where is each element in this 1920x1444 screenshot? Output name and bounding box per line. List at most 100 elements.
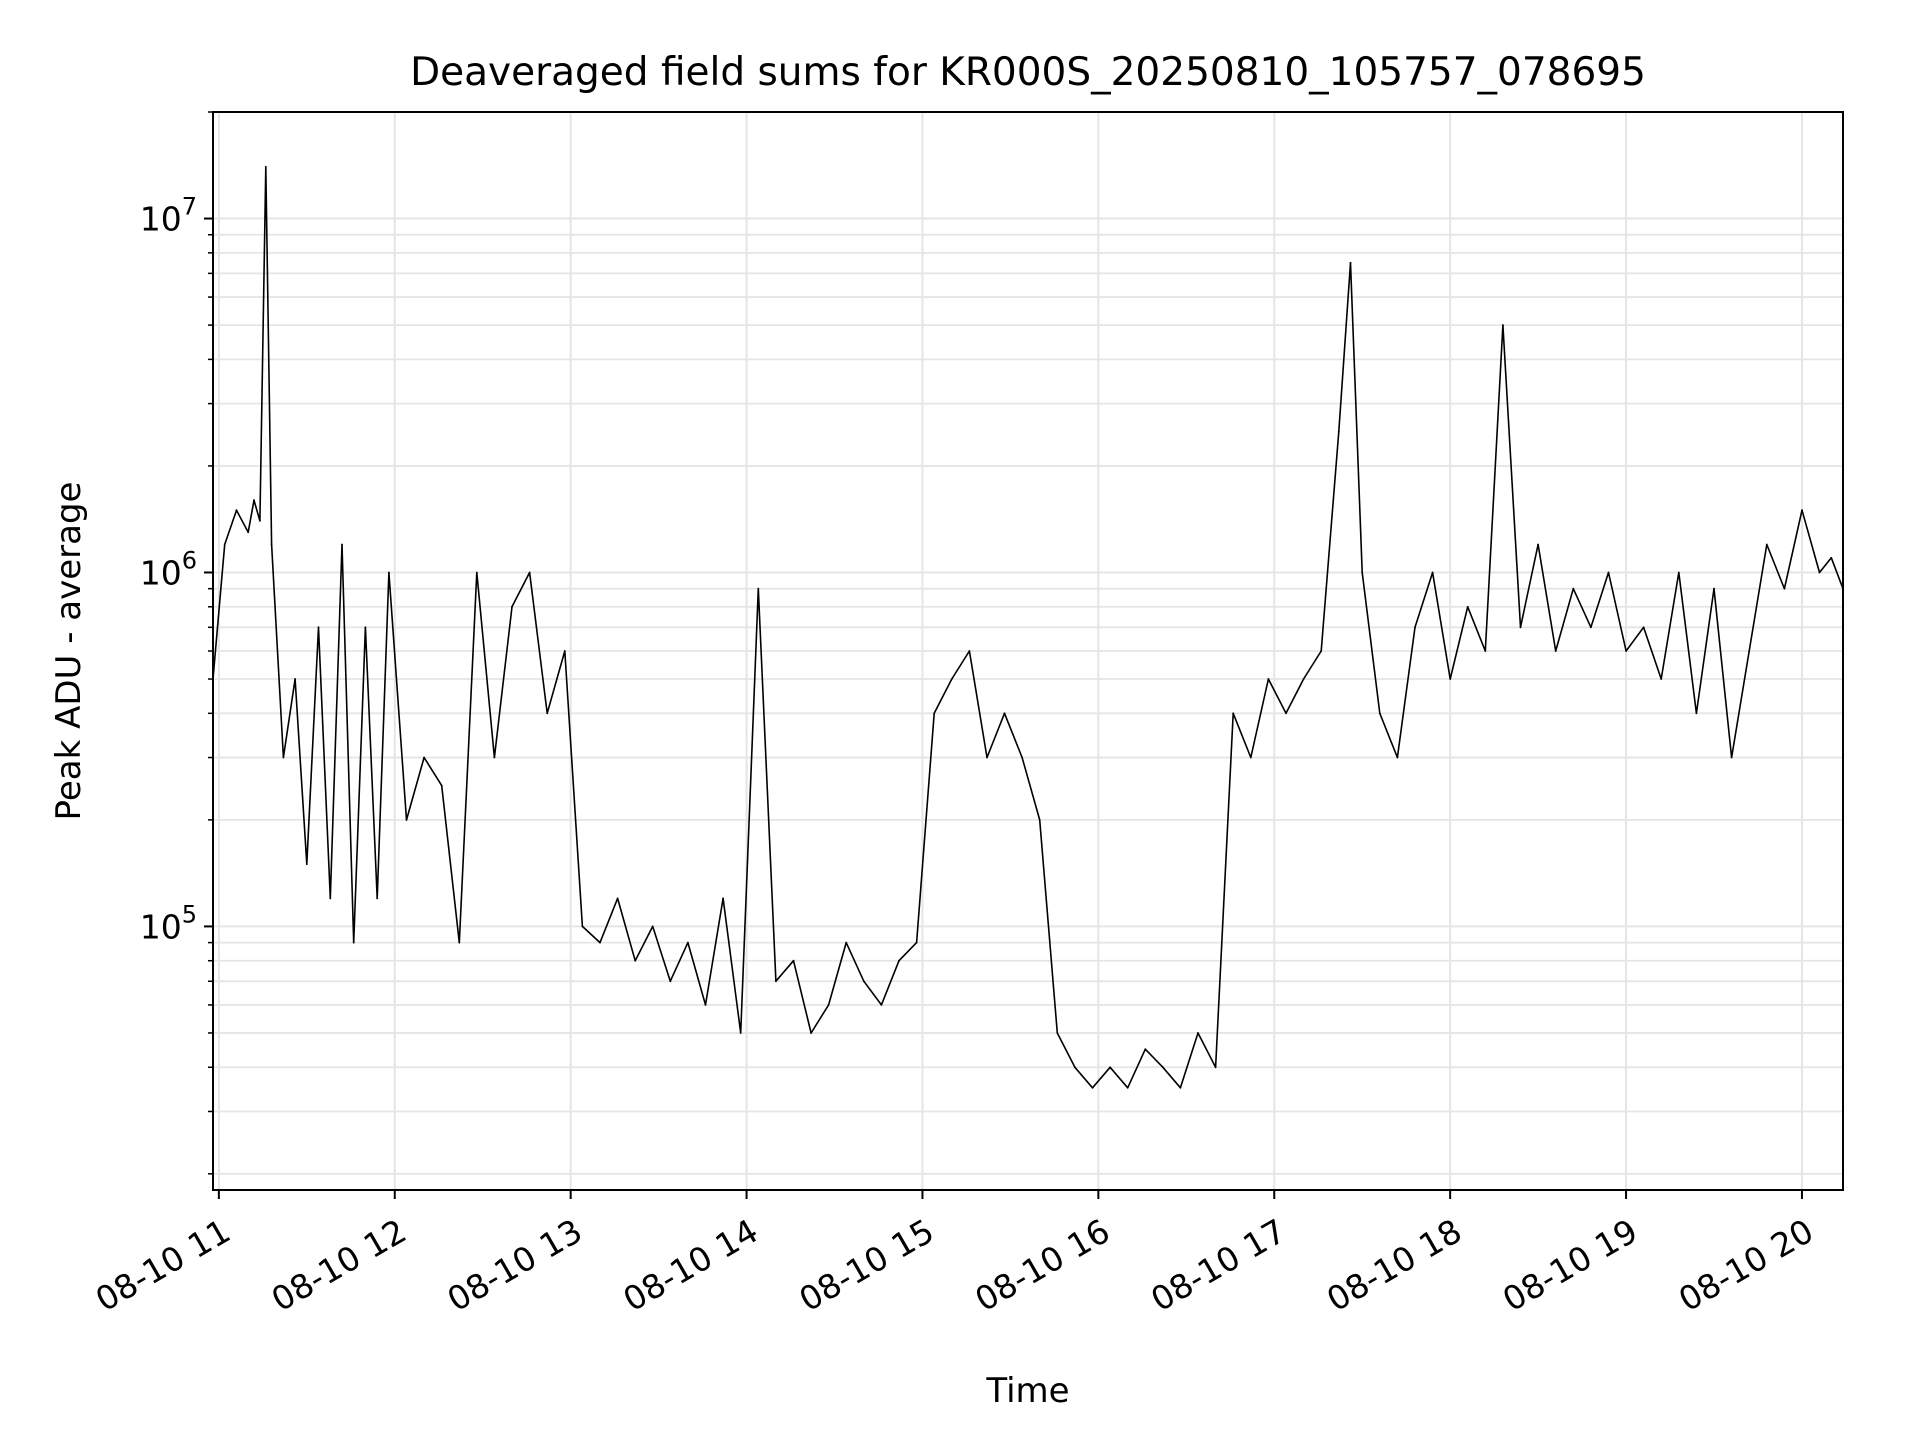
data-point xyxy=(546,712,549,715)
data-point xyxy=(616,897,619,900)
data-point xyxy=(1361,571,1364,574)
data-point xyxy=(1713,587,1715,590)
data-point xyxy=(1502,324,1504,326)
data-point xyxy=(253,499,255,502)
y-tick-label-exponent: 6 xyxy=(182,546,197,574)
data-point xyxy=(757,587,760,590)
data-point xyxy=(1607,571,1610,574)
data-point xyxy=(1232,712,1235,715)
data-point xyxy=(687,941,689,944)
data-point xyxy=(880,1004,883,1006)
data-point xyxy=(739,1032,742,1034)
data-point xyxy=(264,165,267,168)
data-point xyxy=(1091,1086,1094,1089)
data-point xyxy=(1660,678,1663,680)
data-point xyxy=(845,941,848,944)
data-point xyxy=(1484,650,1487,652)
data-point xyxy=(1466,605,1469,608)
data-point xyxy=(405,819,408,821)
data-point xyxy=(1302,678,1305,680)
y-tick-label-exponent: 5 xyxy=(182,900,197,928)
data-point xyxy=(1349,261,1352,264)
data-point xyxy=(933,712,936,715)
data-point xyxy=(1783,587,1786,590)
data-point xyxy=(634,959,637,962)
data-point xyxy=(898,959,900,962)
data-point xyxy=(1197,1032,1199,1034)
data-point xyxy=(792,959,795,962)
data-point xyxy=(1695,712,1698,715)
chart-title: Deaveraged field sums for KR000S_2025081… xyxy=(410,50,1646,95)
data-point xyxy=(915,941,918,944)
data-point xyxy=(1038,819,1041,821)
data-point xyxy=(1320,650,1323,652)
data-point xyxy=(493,756,496,759)
data-point xyxy=(1801,509,1803,512)
data-point xyxy=(1249,756,1252,759)
data-point xyxy=(1162,1066,1164,1069)
data-point xyxy=(1748,650,1751,652)
data-point xyxy=(329,897,332,900)
data-point xyxy=(669,980,672,983)
data-point xyxy=(1109,1066,1111,1069)
data-point xyxy=(1056,1032,1059,1034)
data-point xyxy=(1267,678,1270,680)
data-point xyxy=(651,925,654,928)
y-tick-label-base: 10 xyxy=(140,907,182,946)
data-point xyxy=(862,980,865,983)
data-point xyxy=(458,941,461,944)
data-point xyxy=(1642,626,1645,629)
y-tick-label-base: 10 xyxy=(140,553,182,592)
data-point xyxy=(1519,626,1522,629)
data-point xyxy=(1378,712,1381,715)
data-point xyxy=(1677,571,1680,574)
data-point xyxy=(950,678,953,680)
y-tick-label-exponent: 7 xyxy=(182,193,197,221)
data-point xyxy=(1554,650,1557,652)
data-point xyxy=(317,626,320,629)
data-point xyxy=(282,756,285,759)
data-point xyxy=(810,1032,812,1034)
data-point xyxy=(775,980,777,983)
data-point xyxy=(704,1004,707,1006)
data-point xyxy=(364,626,367,629)
data-point xyxy=(968,650,971,652)
data-point xyxy=(1818,571,1821,574)
data-point xyxy=(528,571,531,574)
data-point xyxy=(986,756,988,759)
data-point xyxy=(599,941,601,944)
x-axis-label: Time xyxy=(985,1371,1069,1411)
data-point xyxy=(1730,756,1733,759)
data-point xyxy=(1144,1048,1147,1051)
data-point xyxy=(376,897,379,900)
y-tick-label: 106 xyxy=(140,546,197,592)
data-point xyxy=(1590,626,1592,629)
data-point xyxy=(1396,756,1399,759)
data-point xyxy=(1414,626,1416,629)
data-point xyxy=(388,571,390,574)
data-point xyxy=(1126,1086,1129,1089)
data-point xyxy=(1830,556,1833,559)
data-point xyxy=(1179,1086,1182,1089)
data-point xyxy=(352,941,355,944)
data-point xyxy=(1285,712,1287,715)
data-point xyxy=(235,509,238,512)
series-line xyxy=(212,166,1844,1089)
data-point xyxy=(1214,1066,1217,1069)
y-tick-label-base: 10 xyxy=(140,200,182,239)
data-point xyxy=(1337,430,1340,433)
data-point xyxy=(722,897,724,900)
data-point xyxy=(1074,1066,1076,1069)
data-point xyxy=(305,863,308,865)
data-point xyxy=(423,756,425,759)
data-point xyxy=(341,543,343,546)
data-point xyxy=(247,531,250,534)
data-point xyxy=(1537,543,1539,546)
data-point xyxy=(1449,678,1452,680)
data-point xyxy=(1765,543,1768,546)
data-point xyxy=(1431,571,1434,574)
y-tick-label: 107 xyxy=(140,193,197,239)
data-point xyxy=(223,543,226,546)
data-point xyxy=(294,678,296,680)
